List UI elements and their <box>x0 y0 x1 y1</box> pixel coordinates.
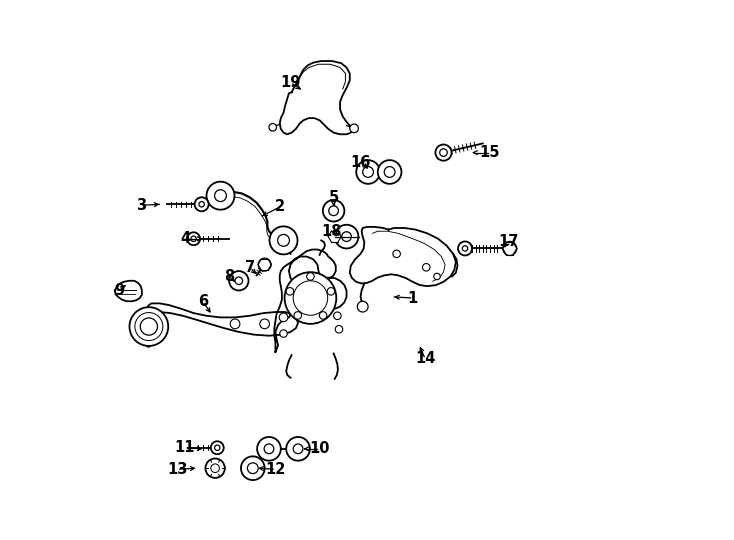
Circle shape <box>435 145 451 161</box>
Text: 18: 18 <box>321 224 342 239</box>
Polygon shape <box>275 249 346 352</box>
Circle shape <box>319 312 327 319</box>
Circle shape <box>378 160 401 184</box>
Text: 10: 10 <box>309 441 330 456</box>
Circle shape <box>423 264 430 271</box>
Polygon shape <box>146 303 298 347</box>
Text: 5: 5 <box>329 190 338 205</box>
Circle shape <box>307 273 314 280</box>
Polygon shape <box>280 61 352 134</box>
Circle shape <box>211 464 219 472</box>
Circle shape <box>140 318 158 335</box>
Circle shape <box>458 241 472 255</box>
Circle shape <box>434 273 440 280</box>
Circle shape <box>294 312 302 319</box>
Circle shape <box>285 272 336 324</box>
Circle shape <box>328 230 341 243</box>
Circle shape <box>211 441 224 454</box>
Circle shape <box>357 301 368 312</box>
Circle shape <box>191 236 196 241</box>
Circle shape <box>384 166 395 177</box>
Text: 19: 19 <box>280 75 301 90</box>
Circle shape <box>235 277 242 285</box>
Circle shape <box>335 326 343 333</box>
Polygon shape <box>115 281 142 301</box>
Text: 3: 3 <box>136 198 146 213</box>
Circle shape <box>199 201 204 207</box>
Circle shape <box>393 250 400 258</box>
Circle shape <box>187 232 200 245</box>
Circle shape <box>440 149 447 157</box>
Circle shape <box>327 288 335 295</box>
Circle shape <box>462 246 468 251</box>
Circle shape <box>230 319 240 329</box>
Circle shape <box>247 463 258 474</box>
Text: 6: 6 <box>197 294 208 309</box>
Polygon shape <box>350 227 456 286</box>
Text: 7: 7 <box>244 260 255 275</box>
Text: 13: 13 <box>167 462 188 477</box>
Circle shape <box>195 197 208 211</box>
Circle shape <box>356 160 380 184</box>
Circle shape <box>269 124 277 131</box>
Circle shape <box>286 437 310 461</box>
Circle shape <box>503 241 517 255</box>
Circle shape <box>241 456 265 480</box>
Circle shape <box>280 330 287 338</box>
Text: 15: 15 <box>479 145 500 160</box>
Circle shape <box>323 200 344 221</box>
Text: 12: 12 <box>265 462 286 477</box>
Circle shape <box>342 232 352 241</box>
Circle shape <box>277 234 289 246</box>
Circle shape <box>206 458 225 478</box>
Circle shape <box>329 206 338 215</box>
Circle shape <box>334 312 341 320</box>
Circle shape <box>279 313 288 322</box>
Circle shape <box>286 288 294 295</box>
Text: 16: 16 <box>350 155 371 170</box>
Circle shape <box>503 241 517 255</box>
Circle shape <box>257 437 281 461</box>
Circle shape <box>293 281 327 315</box>
Circle shape <box>363 166 374 177</box>
Text: 14: 14 <box>415 352 435 366</box>
Circle shape <box>335 225 358 248</box>
Circle shape <box>293 444 303 454</box>
Circle shape <box>129 307 168 346</box>
Text: 2: 2 <box>275 199 285 214</box>
Circle shape <box>264 444 274 454</box>
Text: 8: 8 <box>225 269 235 284</box>
Circle shape <box>229 271 249 291</box>
Text: 11: 11 <box>175 440 195 455</box>
Circle shape <box>206 181 234 210</box>
Circle shape <box>214 445 220 450</box>
Circle shape <box>260 319 269 329</box>
Text: 4: 4 <box>180 231 190 246</box>
Circle shape <box>258 258 271 271</box>
Text: 9: 9 <box>115 283 124 298</box>
Circle shape <box>214 190 226 201</box>
Circle shape <box>350 124 358 133</box>
Circle shape <box>269 226 297 254</box>
Text: 1: 1 <box>407 291 418 306</box>
Text: 17: 17 <box>498 234 518 249</box>
Circle shape <box>135 313 163 341</box>
